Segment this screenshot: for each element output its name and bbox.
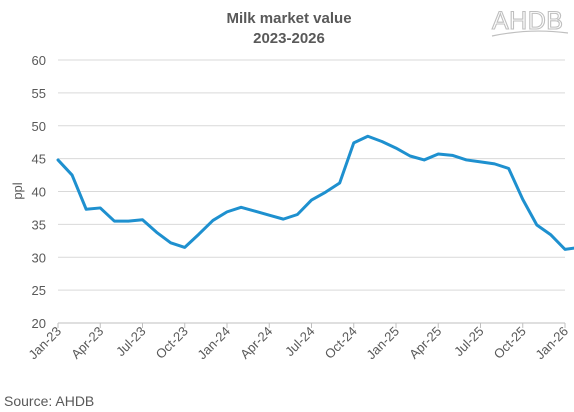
chart-subtitle: 2023-2026: [253, 30, 325, 47]
data-point: [127, 220, 130, 223]
y-tick-label: 50: [32, 119, 46, 134]
data-point: [535, 224, 538, 227]
data-point: [141, 218, 144, 221]
data-point: [211, 219, 214, 222]
data-point: [169, 241, 172, 244]
y-tick-label: 25: [32, 283, 46, 298]
x-tick-label: Jan-24: [194, 324, 233, 363]
data-point: [197, 233, 200, 236]
data-point: [521, 198, 524, 201]
x-tick-label: Jan-26: [532, 324, 571, 363]
ahdb-logo: AHDB: [491, 6, 569, 37]
data-point: [282, 218, 285, 221]
data-point: [268, 214, 271, 217]
x-tick-label: Jul-25: [451, 324, 487, 360]
data-point: [99, 206, 102, 209]
data-point: [493, 162, 496, 165]
x-axis-ticks: Jan-23 Apr-23 Jul-23 Oct-23 Jan-24 Apr-24 Jul-…: [25, 323, 571, 362]
data-point: [324, 191, 327, 194]
data-point: [479, 160, 482, 163]
data-point: [380, 140, 383, 143]
x-tick-label: Oct-23: [153, 324, 191, 362]
x-tick-label: Apr-24: [237, 324, 275, 362]
x-tick-label: Jul-24: [282, 324, 318, 360]
series-line-0: [56, 134, 574, 251]
y-tick-label: 45: [32, 152, 46, 167]
y-tick-label: 35: [32, 217, 46, 232]
x-tick-label: Jan-25: [363, 324, 402, 363]
y-tick-label: 40: [32, 185, 46, 200]
data-point: [338, 181, 341, 184]
data-point: [183, 246, 186, 249]
ahdb-logo-text: AHDB: [492, 7, 563, 35]
data-point: [113, 220, 116, 223]
x-tick-label: Apr-23: [68, 324, 106, 362]
data-point: [564, 248, 566, 251]
data-point: [226, 210, 228, 213]
data-point: [85, 208, 88, 211]
y-tick-label: 30: [32, 250, 46, 265]
data-point: [254, 210, 257, 213]
data-point: [71, 174, 74, 177]
data-point: [437, 153, 440, 156]
x-tick-label: Jul-23: [113, 324, 149, 360]
data-point: [366, 135, 369, 138]
series-group: [56, 134, 574, 251]
data-point: [155, 231, 158, 234]
data-point: [451, 154, 454, 157]
data-point: [57, 158, 59, 161]
data-point: [549, 233, 552, 236]
y-tick-label: 60: [32, 53, 46, 68]
y-axis-label: ppl: [10, 182, 25, 199]
data-point: [310, 199, 313, 202]
x-tick-label: Oct-24: [322, 324, 360, 362]
data-point: [395, 147, 397, 150]
y-tick-label: 55: [32, 86, 46, 101]
y-tick-label: 20: [32, 316, 46, 331]
x-tick-label: Apr-25: [406, 324, 444, 362]
data-point: [465, 158, 468, 161]
source-note: Source: AHDB: [4, 393, 95, 409]
logo-swoosh: [491, 30, 569, 37]
x-tick-label: Oct-25: [491, 324, 529, 362]
data-point: [409, 154, 412, 157]
y-axis-ticks: 20 25 30 35 40 45 50 55 60: [32, 53, 46, 331]
gridlines: [58, 59, 565, 291]
data-point: [296, 213, 299, 216]
data-point: [352, 141, 355, 144]
data-point: [240, 206, 243, 209]
data-point: [423, 158, 426, 161]
data-point: [507, 167, 510, 170]
chart-title: Milk market value: [226, 10, 351, 27]
